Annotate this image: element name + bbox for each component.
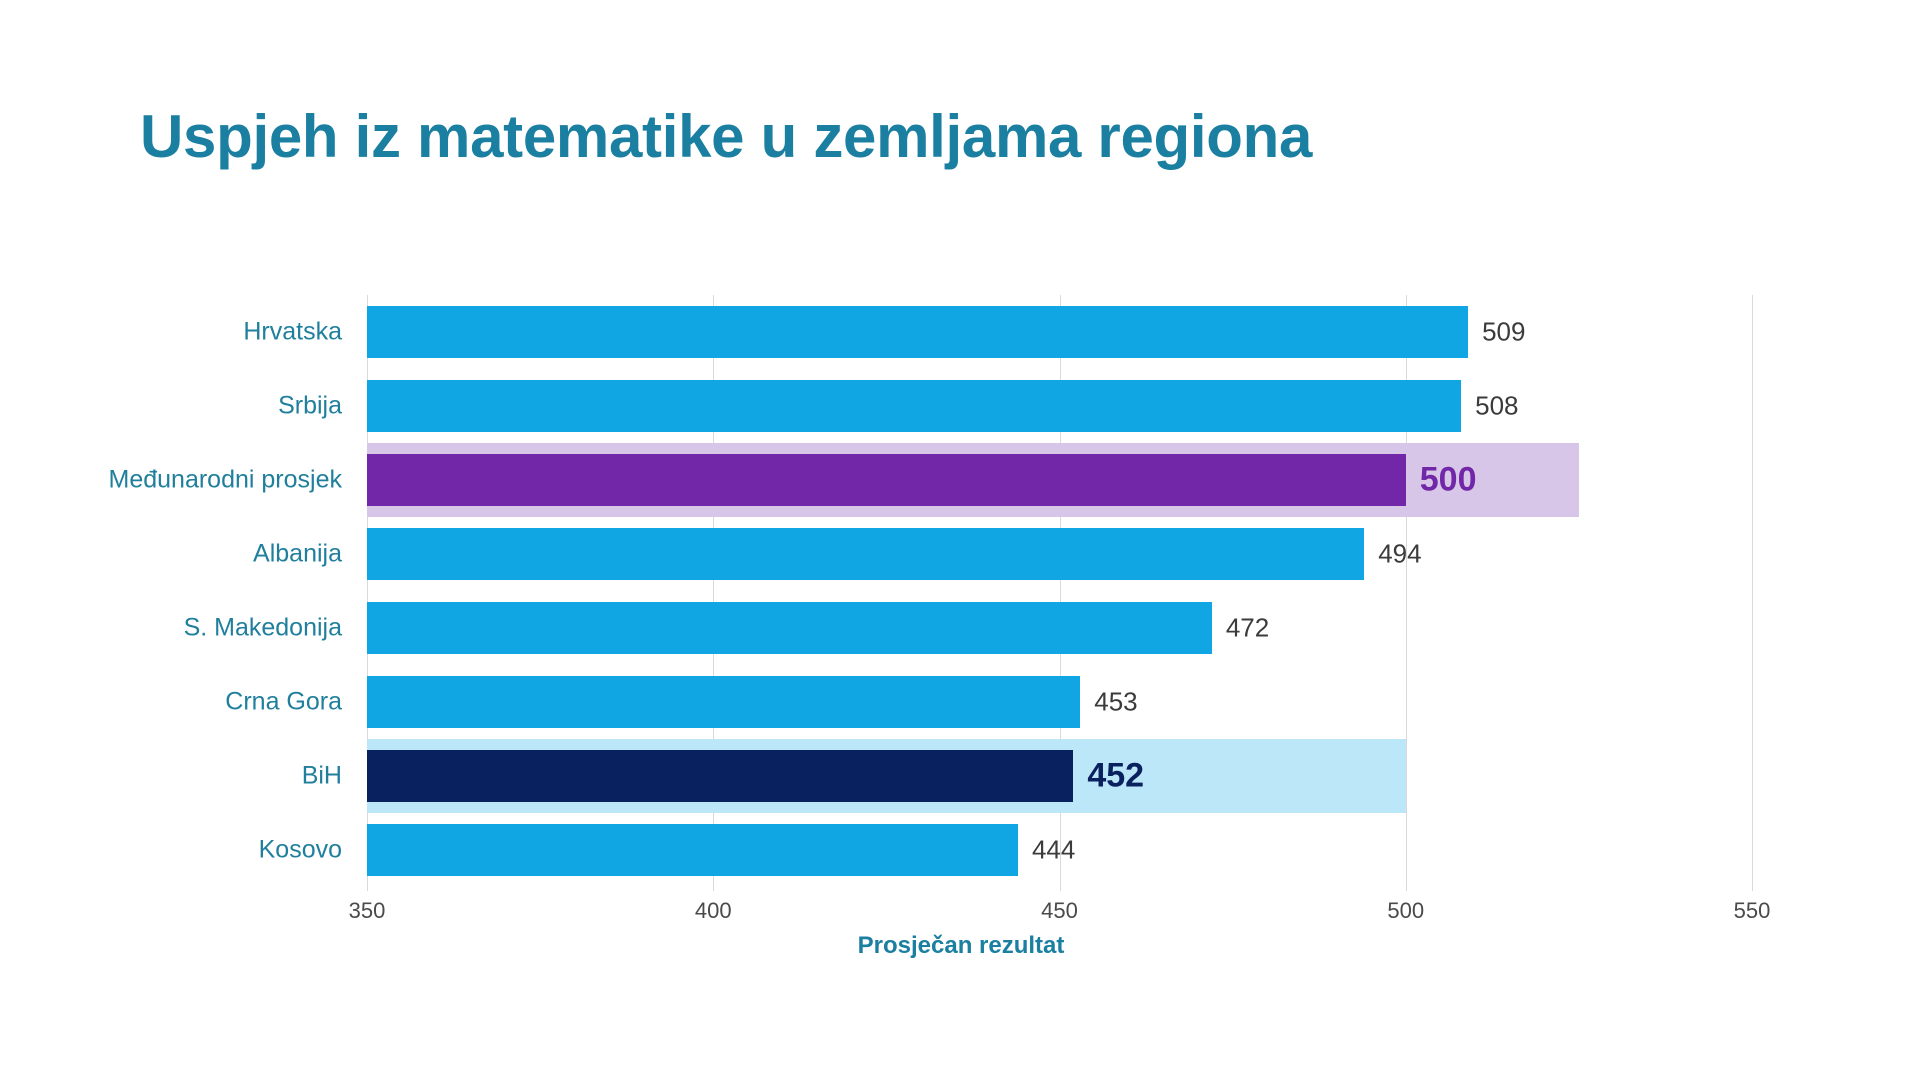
category-label-me-unarodni-prosjek: Međunarodni prosjek [108, 465, 342, 494]
bar-hrvatska[interactable] [367, 306, 1469, 358]
x-tick-400: 400 [694, 898, 732, 923]
bar-value-label: 453 [1094, 686, 1138, 717]
gridline-450 [1059, 295, 1061, 891]
bar-row: 500 [367, 443, 1752, 517]
bar-srbija[interactable] [367, 380, 1462, 432]
bar-row: 452 [367, 739, 1752, 813]
gridline-400 [713, 295, 715, 891]
bar-row: 444 [367, 813, 1752, 887]
category-label-crna-gora: Crna Gora [225, 687, 342, 716]
bar-value-label: 472 [1225, 612, 1270, 643]
x-tick-550: 550 [1733, 898, 1771, 923]
bar-value-label: 508 [1475, 390, 1519, 421]
category-label-albanija: Albanija [253, 539, 342, 568]
category-label-kosovo: Kosovo [258, 835, 342, 864]
category-label-hrvatska: Hrvatska [243, 317, 342, 346]
gridline-550 [1752, 295, 1753, 891]
gridline-350 [367, 295, 368, 891]
bar-me-unarodni-prosjek[interactable] [367, 454, 1406, 506]
bar-value-label: 500 [1419, 460, 1477, 499]
category-label-bih: BiH [301, 761, 342, 790]
bar-bih[interactable] [367, 750, 1074, 802]
gridline-500 [1405, 295, 1407, 891]
bar-value-label: 509 [1482, 316, 1526, 347]
axis-title-label: Prosječan rezultat [857, 932, 1065, 959]
x-tick-450: 450 [1041, 898, 1078, 923]
x-tick-350: 350 [348, 898, 386, 923]
bar-albanija[interactable] [367, 528, 1365, 580]
category-label-srbija: Srbija [278, 391, 342, 420]
axis-title: Prosječan rezultat [0, 932, 1932, 960]
page-title: Uspjeh iz matematike u zemljama regiona [140, 103, 1313, 170]
bar-value-label: 494 [1378, 538, 1422, 569]
plot-area: 509 508 500 494 472 453 452 444 [367, 295, 1753, 891]
x-tick-500: 500 [1387, 898, 1425, 923]
bar-row: 453 [367, 665, 1752, 739]
bar-row: 494 [367, 517, 1752, 591]
bar-row: 472 [367, 591, 1752, 665]
category-label-s-makedonija: S. Makedonija [183, 613, 342, 642]
bar-value-label: 444 [1031, 834, 1076, 865]
bar-row: 509 [367, 295, 1752, 369]
bar-value-label: 452 [1087, 756, 1145, 795]
bar-kosovo[interactable] [367, 824, 1018, 876]
bar-row: 508 [367, 369, 1752, 443]
bar-s-makedonija[interactable] [367, 602, 1212, 654]
bar-crna-gora[interactable] [367, 676, 1081, 728]
